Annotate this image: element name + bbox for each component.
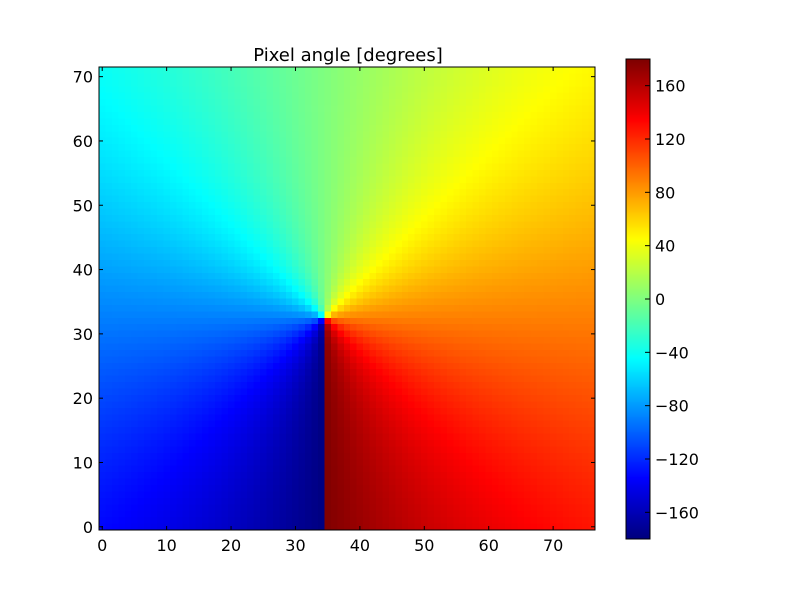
chart-title: Pixel angle [degrees] (253, 45, 443, 66)
colorbar-tick-label: 160 (655, 77, 686, 96)
y-tick-label: 0 (83, 518, 93, 537)
colorbar-tick-label: −120 (655, 450, 699, 469)
x-tick-label: 40 (350, 536, 370, 555)
x-tick-label: 0 (97, 536, 107, 555)
x-tick-label: 10 (156, 536, 176, 555)
colorbar-tick-label: −40 (655, 343, 689, 362)
y-tick-label: 40 (73, 261, 93, 280)
y-tick-label: 10 (73, 453, 93, 472)
colorbar-tick-label: 0 (655, 290, 665, 309)
y-tick-label: 70 (73, 68, 93, 87)
colorbar-tick-label: 40 (655, 237, 675, 256)
x-tick-label: 50 (414, 536, 434, 555)
x-tick-label: 60 (479, 536, 499, 555)
y-tick-label: 20 (73, 389, 93, 408)
colorbar-tick-label: −80 (655, 397, 689, 416)
plot-frame (98, 66, 596, 531)
y-tick-label: 60 (73, 132, 93, 151)
heatmap-image (99, 67, 595, 530)
colorbar: 160 120 80 40 0 −40 −80 −120 −160 (625, 58, 699, 540)
colorbar-tick-label: 80 (655, 183, 675, 202)
y-axis: 0 10 20 30 40 50 60 70 (73, 68, 595, 537)
x-tick-label: 20 (221, 536, 241, 555)
y-tick-label: 50 (73, 196, 93, 215)
x-axis: 0 10 20 30 40 50 60 70 (97, 67, 563, 555)
colorbar-axis: 160 120 80 40 0 −40 −80 −120 −160 (645, 77, 699, 522)
colorbar-tick-label: −160 (655, 503, 699, 522)
heatmap-plot: 0 10 20 30 40 50 60 70 0 10 20 30 40 50 60 70 (73, 66, 596, 555)
x-tick-label: 70 (543, 536, 563, 555)
x-tick-label: 30 (285, 536, 305, 555)
y-tick-label: 30 (73, 325, 93, 344)
colorbar-tick-label: 120 (655, 130, 686, 149)
